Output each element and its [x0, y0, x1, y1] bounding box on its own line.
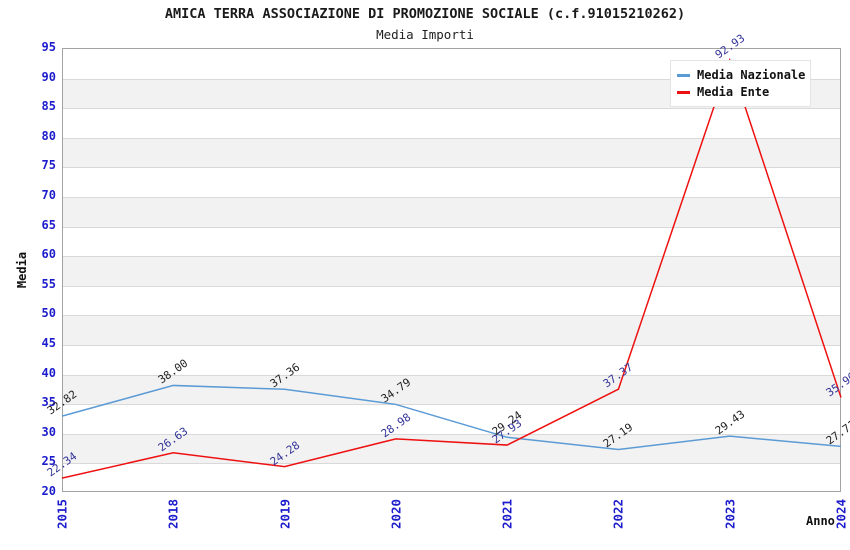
y-tick-label: 40	[41, 365, 56, 380]
y-tick-label: 25	[41, 454, 56, 469]
plot-area	[62, 48, 841, 492]
media-nazionale-line	[61, 384, 842, 451]
x-tick-label: 2019	[277, 498, 293, 530]
gridline	[63, 167, 840, 169]
chart-subtitle: Media Importi	[376, 27, 474, 42]
legend-item: Media Nazionale	[677, 67, 806, 83]
gridline	[63, 226, 840, 228]
y-axis-title: Media	[15, 251, 29, 289]
legend: Media Nazionale Media Ente	[670, 60, 811, 107]
x-tick-label: 2018	[165, 498, 181, 530]
y-tick-label: 80	[41, 128, 56, 143]
gridline	[63, 197, 840, 198]
legend-label: Media Nazionale	[697, 68, 806, 82]
y-tick-label: 65	[41, 217, 56, 232]
x-tick-label: 2021	[499, 498, 515, 530]
grid-band	[63, 374, 840, 405]
gridline	[63, 433, 840, 435]
y-tick-label: 20	[41, 484, 56, 498]
y-tick-label: 55	[41, 276, 56, 291]
y-tick-label: 45	[41, 336, 56, 350]
gridline	[63, 315, 840, 317]
grid-band	[63, 256, 840, 286]
y-tick-label: 70	[41, 188, 56, 202]
grid-band	[63, 315, 840, 345]
y-tick-label: 30	[41, 424, 56, 439]
legend-label: Media Ente	[697, 85, 770, 99]
x-tick-label: 2023	[722, 498, 738, 530]
y-tick-label: 85	[41, 99, 56, 114]
grid-band	[63, 197, 840, 227]
gridline	[63, 137, 840, 139]
y-tick-label: 60	[41, 247, 56, 262]
legend-item: Media Ente	[677, 84, 802, 100]
grid-band	[63, 137, 840, 168]
legend-swatch-icon	[677, 90, 690, 94]
media-ente-line	[61, 57, 842, 479]
gridline	[63, 78, 840, 80]
gridline	[63, 404, 840, 406]
x-tick-label: 2024	[833, 498, 849, 530]
gridline	[63, 256, 840, 258]
gridline	[63, 463, 840, 465]
y-tick-label: 35	[41, 395, 56, 410]
y-tick-label: 75	[41, 158, 56, 173]
x-tick-label: 2015	[54, 498, 70, 530]
gridline	[63, 285, 840, 287]
y-tick-label: 50	[41, 306, 56, 321]
gridline	[63, 345, 840, 346]
y-tick-label: 90	[41, 69, 56, 84]
chart-title: AMICA TERRA ASSOCIAZIONE DI PROMOZIONE S…	[164, 6, 686, 22]
gridline	[63, 108, 840, 110]
legend-swatch-icon	[677, 73, 690, 77]
x-axis-title: Anno	[806, 514, 835, 528]
x-tick-label: 2022	[610, 498, 626, 530]
y-tick-label: 95	[41, 40, 56, 54]
gridline	[63, 374, 840, 376]
x-tick-label: 2020	[388, 498, 404, 530]
